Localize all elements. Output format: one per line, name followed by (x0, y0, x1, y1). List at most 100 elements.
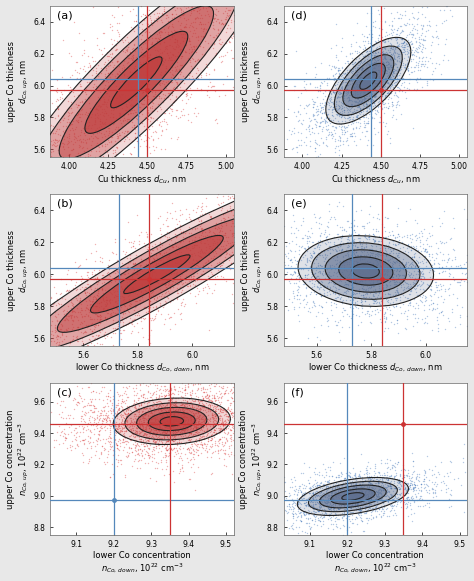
Point (119, 308, 127, 317)
Point (386, 243, 393, 252)
Point (274, 494, 282, 504)
Point (346, 92, 353, 101)
Point (236, 417, 243, 426)
Point (183, 423, 191, 432)
Point (216, 187, 223, 196)
Point (432, 253, 440, 263)
Point (310, 99, 318, 108)
Point (161, 450, 168, 459)
Point (372, 88, 379, 98)
Point (343, 504, 351, 514)
Point (91, 441, 99, 450)
Point (398, 78, 405, 88)
Point (194, 74, 201, 83)
Point (173, 429, 180, 439)
Point (60, 352, 68, 361)
Point (205, 393, 212, 402)
Point (186, 420, 193, 429)
Point (380, 507, 388, 516)
Point (190, 445, 197, 454)
Point (372, 233, 379, 242)
Point (371, 297, 379, 306)
Point (140, 430, 148, 439)
Point (280, 498, 287, 508)
Point (156, 70, 164, 79)
Point (355, 499, 362, 508)
Point (230, 396, 237, 406)
Point (418, 267, 425, 276)
Point (304, 188, 312, 197)
Point (188, 425, 195, 435)
Point (419, 239, 427, 249)
Point (16, 374, 24, 383)
Point (272, 380, 280, 389)
Point (407, 40, 415, 49)
Point (199, 261, 207, 270)
Point (100, 406, 108, 415)
Point (320, 291, 328, 300)
Point (450, 276, 457, 285)
Point (172, 41, 180, 51)
Point (287, 261, 295, 271)
Point (176, 82, 184, 91)
Point (157, 457, 165, 466)
Point (169, 404, 177, 414)
Point (183, 404, 191, 413)
Point (36, 150, 43, 160)
Point (152, 410, 159, 419)
Point (361, 232, 368, 242)
Point (337, 294, 344, 303)
Point (106, 295, 114, 304)
Point (204, 410, 211, 419)
Point (158, 435, 165, 444)
Point (402, 0, 410, 8)
Point (149, 113, 156, 123)
Point (356, 506, 364, 515)
Point (321, 253, 329, 262)
Point (388, 63, 396, 72)
Point (164, 386, 171, 396)
Point (390, 13, 398, 23)
Point (331, 491, 338, 500)
Point (307, 234, 315, 243)
Point (173, 264, 181, 273)
Point (371, 296, 378, 306)
Point (223, 411, 231, 421)
Point (78, 411, 86, 421)
Point (136, 429, 143, 438)
Point (154, 307, 162, 316)
Point (362, 131, 369, 141)
Point (79, 188, 86, 197)
Point (142, 274, 150, 283)
Point (357, 98, 365, 107)
Point (78, 449, 86, 458)
Point (240, 421, 247, 431)
Point (309, 220, 317, 229)
Point (197, 231, 205, 240)
Point (234, 503, 241, 512)
Point (0, 243, 3, 252)
Point (203, 62, 210, 71)
Point (143, 264, 151, 273)
Point (101, 300, 109, 309)
Point (182, 251, 189, 260)
Point (241, 245, 249, 254)
Point (370, 86, 377, 95)
Point (127, 285, 135, 294)
Point (143, 419, 150, 428)
Point (166, 413, 174, 422)
Point (418, 486, 425, 495)
Point (415, 233, 423, 242)
Point (377, 84, 385, 93)
Point (183, 404, 191, 414)
Point (313, 118, 321, 127)
Point (407, 289, 414, 299)
Point (135, 418, 142, 427)
Point (389, 245, 397, 254)
Point (137, 60, 145, 69)
Point (322, 509, 329, 518)
Point (392, 482, 400, 492)
Point (82, 417, 89, 426)
Point (386, 69, 394, 78)
Point (218, 416, 226, 425)
